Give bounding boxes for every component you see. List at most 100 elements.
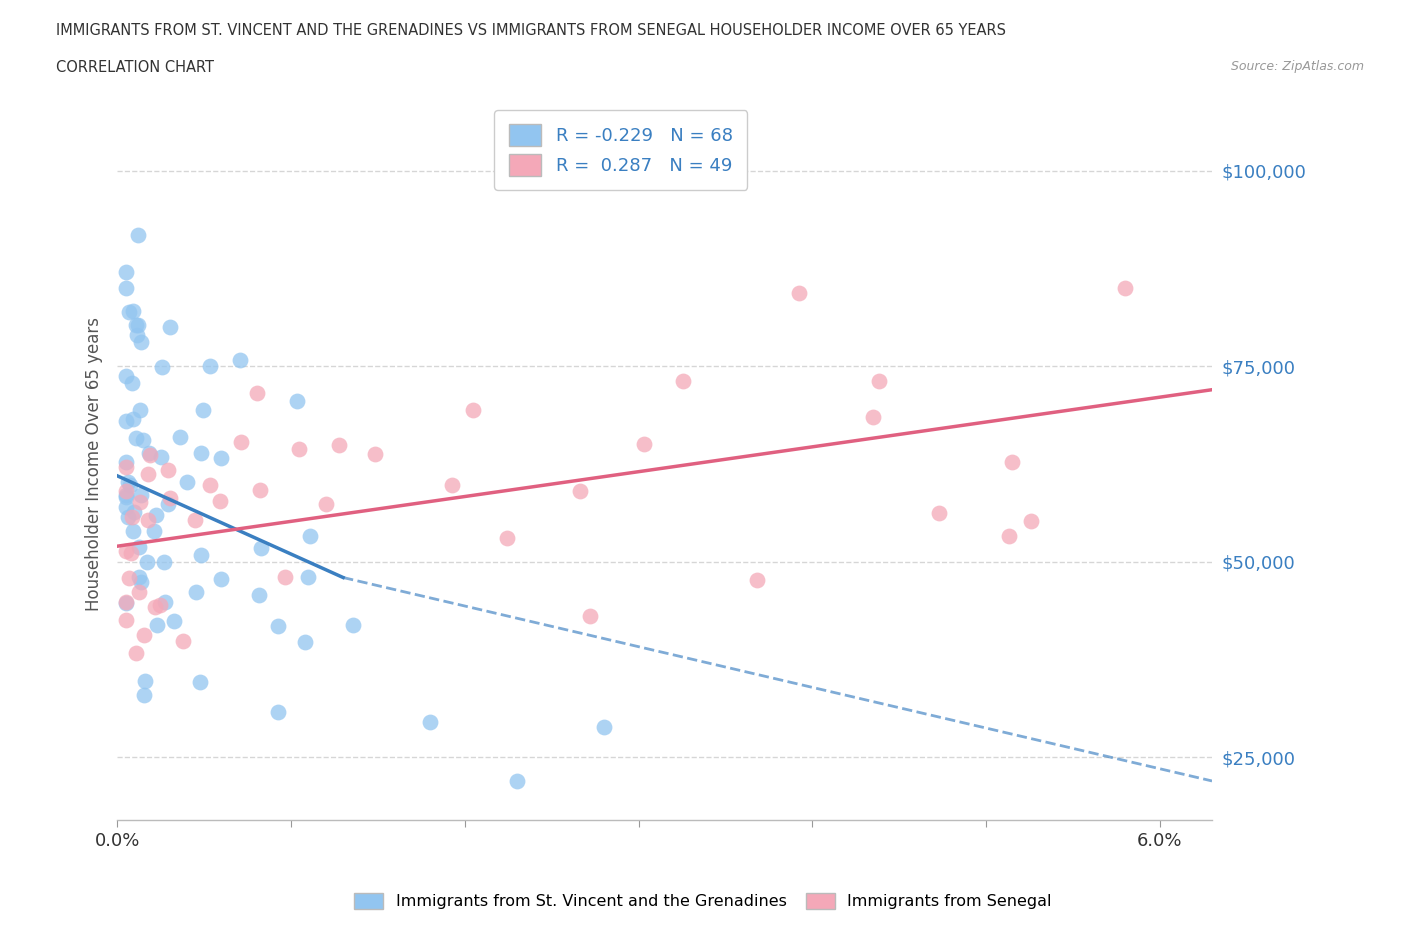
Point — [120, 546, 142, 561]
Point — [115, 499, 138, 514]
Point — [155, 594, 177, 609]
Point — [128, 403, 150, 418]
Point — [145, 508, 167, 523]
Point — [128, 494, 150, 509]
Point — [131, 487, 153, 502]
Point — [1019, 513, 1042, 528]
Point — [441, 478, 464, 493]
Point — [129, 334, 152, 349]
Point — [143, 599, 166, 614]
Point — [159, 491, 181, 506]
Point — [209, 450, 232, 465]
Point — [117, 474, 139, 489]
Point — [150, 449, 173, 464]
Point — [115, 459, 138, 474]
Point — [229, 434, 252, 449]
Point — [122, 505, 145, 520]
Point — [285, 393, 308, 408]
Point — [190, 445, 212, 460]
Point — [266, 619, 288, 634]
Point — [115, 488, 138, 503]
Point — [208, 494, 231, 509]
Point — [250, 540, 273, 555]
Point — [998, 529, 1021, 544]
Point — [132, 432, 155, 447]
Point — [157, 497, 180, 512]
Point — [129, 574, 152, 589]
Point — [117, 510, 139, 525]
Point — [1001, 455, 1024, 470]
Point — [592, 720, 614, 735]
Point — [229, 352, 252, 367]
Point — [163, 614, 186, 629]
Point — [121, 376, 143, 391]
Point — [115, 455, 138, 470]
Point — [246, 386, 269, 401]
Point — [127, 327, 149, 342]
Point — [115, 613, 138, 628]
Point — [118, 570, 141, 585]
Point — [342, 618, 364, 632]
Point — [363, 446, 385, 461]
Point — [157, 463, 180, 478]
Point — [135, 554, 157, 569]
Point — [191, 403, 214, 418]
Point — [145, 618, 167, 632]
Point — [143, 524, 166, 538]
Point — [115, 368, 138, 383]
Point — [789, 286, 811, 300]
Point — [184, 513, 207, 528]
Point — [127, 227, 149, 242]
Point — [247, 588, 270, 603]
Point — [118, 304, 141, 319]
Y-axis label: Householder Income Over 65 years: Householder Income Over 65 years — [86, 317, 103, 611]
Point — [315, 497, 337, 512]
Point — [294, 634, 316, 649]
Legend: R = -0.229   N = 68, R =  0.287   N = 49: R = -0.229 N = 68, R = 0.287 N = 49 — [495, 110, 747, 190]
Point — [128, 570, 150, 585]
Point — [188, 674, 211, 689]
Point — [125, 645, 148, 660]
Point — [122, 523, 145, 538]
Point — [928, 506, 950, 521]
Point — [1114, 281, 1136, 296]
Point — [134, 674, 156, 689]
Point — [868, 374, 890, 389]
Point — [138, 445, 160, 460]
Point — [115, 595, 138, 610]
Point — [150, 360, 173, 375]
Point — [287, 441, 309, 456]
Point — [274, 569, 297, 584]
Point — [169, 429, 191, 444]
Point — [122, 411, 145, 426]
Text: Source: ZipAtlas.com: Source: ZipAtlas.com — [1230, 60, 1364, 73]
Point — [115, 490, 138, 505]
Point — [745, 573, 768, 588]
Point — [132, 687, 155, 702]
Point — [172, 634, 194, 649]
Point — [115, 484, 138, 498]
Point — [672, 373, 695, 388]
Point — [122, 304, 145, 319]
Point — [496, 530, 519, 545]
Point — [579, 609, 602, 624]
Point — [121, 510, 143, 525]
Point — [136, 467, 159, 482]
Point — [128, 584, 150, 599]
Point — [506, 774, 529, 789]
Point — [297, 569, 319, 584]
Point — [128, 540, 150, 555]
Point — [115, 413, 138, 428]
Point — [184, 585, 207, 600]
Point — [120, 478, 142, 493]
Point — [115, 280, 138, 295]
Text: CORRELATION CHART: CORRELATION CHART — [56, 60, 214, 75]
Point — [633, 436, 655, 451]
Point — [249, 483, 271, 498]
Point — [136, 512, 159, 527]
Point — [153, 554, 176, 569]
Point — [115, 595, 138, 610]
Point — [159, 320, 181, 335]
Point — [115, 265, 138, 280]
Point — [211, 571, 233, 586]
